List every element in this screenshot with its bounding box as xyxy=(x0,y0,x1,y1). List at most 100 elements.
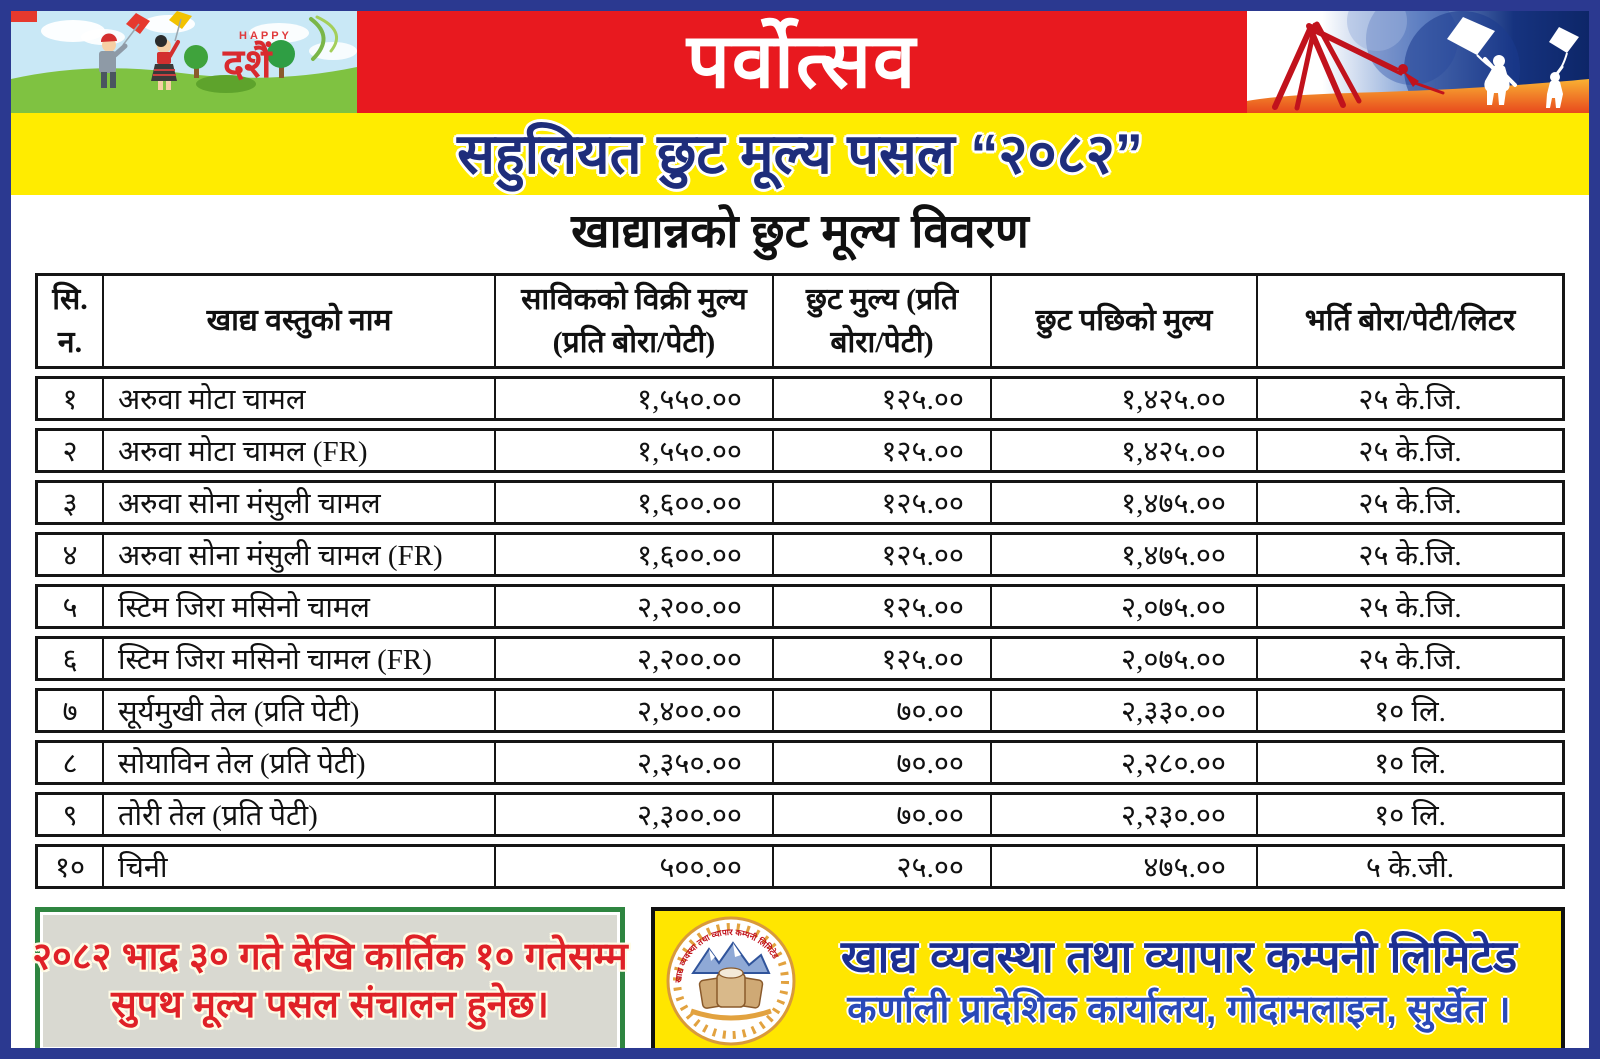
table-cell: २५ के.जि. xyxy=(1358,488,1462,520)
table-cell: २,२८०.०० xyxy=(992,743,1258,782)
table-cell: १२५.०० xyxy=(774,379,992,418)
table-cell: २,३५०.०० xyxy=(496,743,774,782)
section-title-band: खाद्यान्नको छुट मूल्य विवरण xyxy=(11,195,1589,265)
kite-kids-illustration: HAPPY दशैं xyxy=(11,11,357,113)
table-cell: १ xyxy=(38,379,104,418)
organization-text: खाद्य व्यवस्था तथा व्यापार कम्पनी लिमिटे… xyxy=(807,934,1551,1029)
table-row: १० चिनी ५००.०० २५.०० ४७५.०० ५ के.जी. xyxy=(35,844,1565,889)
table-cell: स्टिम जिरा मसिनो चामल (FR) xyxy=(104,639,496,678)
poster-subtitle: सहुलियत छुट मूल्य पसल “२०८२” xyxy=(457,122,1143,185)
table-cell: २५ के.जि. xyxy=(1358,540,1462,572)
top-banner: HAPPY दशैं पर्वोत्सव xyxy=(11,11,1589,113)
table-cell: १० लि. xyxy=(1374,748,1446,780)
table-cell: १,६००.०० xyxy=(496,535,774,574)
table-cell: ७०.०० xyxy=(774,795,992,834)
table-cell: २५ के.जि. xyxy=(1358,384,1462,416)
table-cell: २,३००.०० xyxy=(496,795,774,834)
table-cell: ५ के.जी. xyxy=(1365,852,1455,884)
table-cell: अरुवा सोना मंसुली चामल (FR) xyxy=(104,535,496,574)
table-cell: ७०.०० xyxy=(774,743,992,782)
table-cell: अरुवा सोना मंसुली चामल xyxy=(104,483,496,522)
dashain-swing-illustration-svg xyxy=(1247,11,1589,113)
organization-box: खाद्य व्यवस्था तथा व्यापार कम्पनी लिमिटे… xyxy=(651,907,1565,1048)
price-table: सि. न. खाद्य वस्तुको नाम साविकको विक्री मुल… xyxy=(11,265,1589,889)
table-cell: १,५५०.०० xyxy=(496,431,774,470)
title-banner: पर्वोत्सव xyxy=(357,11,1247,113)
notice-line-2: सुपथ मूल्य पसल संचालन हुनेछ। xyxy=(111,984,549,1026)
table-cell: तोरी तेल (प्रति पेटी) xyxy=(104,795,496,834)
table-row: ५ स्टिम जिरा मसिनो चामल २,२००.०० १२५.०० २,०७… xyxy=(35,584,1565,629)
table-cell: २५ के.जि. xyxy=(1358,436,1462,468)
dashain-swing-illustration xyxy=(1247,11,1589,113)
table-cell: २,२००.०० xyxy=(496,587,774,626)
table-cell: २,०७५.०० xyxy=(992,639,1258,678)
column-header: खाद्य वस्तुको नाम xyxy=(104,276,496,366)
table-cell: ९ xyxy=(38,795,104,834)
company-logo-svg: खाद्य व्यवस्था तथा व्यापार कम्पनी लिमिटे… xyxy=(666,916,796,1046)
table-cell: २ xyxy=(38,431,104,470)
table-cell: १,४७५.०० xyxy=(992,483,1258,522)
table-row: ६ स्टिम जिरा मसिनो चामल (FR) २,२००.०० १२५.०… xyxy=(35,636,1565,681)
organization-address: कर्णाली प्रादेशिक कार्यालय, गोदामलाइन, स… xyxy=(847,988,1511,1031)
table-cell: २,२००.०० xyxy=(496,639,774,678)
table-cell: २५.०० xyxy=(774,847,992,886)
column-header: साविकको विक्री मुल्य (प्रति बोरा/पेटी) xyxy=(496,276,774,366)
operation-notice-box: २०८२ भाद्र ३० गते देखि कार्तिक १० गतेसम्… xyxy=(32,907,628,1048)
table-cell: १२५.०० xyxy=(774,587,992,626)
table-cell: अरुवा मोटा चामल (FR) xyxy=(104,431,496,470)
table-row: ४ अरुवा सोना मंसुली चामल (FR) १,६००.०० १२५.… xyxy=(35,532,1565,577)
table-cell: १,५५०.०० xyxy=(496,379,774,418)
table-cell: १२५.०० xyxy=(774,431,992,470)
table-header-row: सि. न. खाद्य वस्तुको नाम साविकको विक्री मुल… xyxy=(35,273,1565,369)
section-title: खाद्यान्नको छुट मूल्य विवरण xyxy=(571,203,1029,257)
table-cell: ४ xyxy=(38,535,104,574)
column-header: छुट मुल्य (प्रति बोरा/पेटी) xyxy=(774,276,992,366)
table-cell: १२५.०० xyxy=(774,535,992,574)
table-cell: ७ xyxy=(38,691,104,730)
table-cell: अरुवा मोटा चामल xyxy=(104,379,496,418)
column-header: भर्ति बोरा/पेटी/लिटर xyxy=(1304,304,1516,338)
dashain-greeting-small: HAPPY xyxy=(239,30,292,42)
table-cell: २,२३०.०० xyxy=(992,795,1258,834)
column-header: छुट पछिको मुल्य xyxy=(992,276,1258,366)
table-cell: २,३३०.०० xyxy=(992,691,1258,730)
table-cell: ४७५.०० xyxy=(992,847,1258,886)
subtitle-band: सहुलियत छुट मूल्य पसल “२०८२” xyxy=(11,113,1589,195)
bottom-section: २०८२ भाद्र ३० गते देखि कार्तिक १० गतेसम्… xyxy=(11,889,1589,1048)
table-cell: १२५.०० xyxy=(774,639,992,678)
table-cell: १० लि. xyxy=(1374,696,1446,728)
table-cell: २,४००.०० xyxy=(496,691,774,730)
dashain-greeting-big: दशैं xyxy=(222,40,273,86)
table-cell: सूर्यमुखी तेल (प्रति पेटी) xyxy=(104,691,496,730)
table-cell: ७०.०० xyxy=(774,691,992,730)
table-cell: स्टिम जिरा मसिनो चामल xyxy=(104,587,496,626)
table-row: ३ अरुवा सोना मंसुली चामल १,६००.०० १२५.०० १,४… xyxy=(35,480,1565,525)
table-cell: १० लि. xyxy=(1374,800,1446,832)
table-cell: १,४२५.०० xyxy=(992,431,1258,470)
table-cell: २,०७५.०० xyxy=(992,587,1258,626)
table-cell: १२५.०० xyxy=(774,483,992,522)
column-header: सि. न. xyxy=(38,276,104,366)
table-cell: ६ xyxy=(38,639,104,678)
table-cell: २५ के.जि. xyxy=(1358,592,1462,624)
table-row: ९ तोरी तेल (प्रति पेटी) २,३००.०० ७०.०० २,२३०… xyxy=(35,792,1565,837)
table-row: २ अरुवा मोटा चामल (FR) १,५५०.०० १२५.०० १,४२५… xyxy=(35,428,1565,473)
table-cell: सोयाविन तेल (प्रति पेटी) xyxy=(104,743,496,782)
table-cell: १,४७५.०० xyxy=(992,535,1258,574)
table-cell: ५ xyxy=(38,587,104,626)
table-body: १ अरुवा मोटा चामल १,५५०.०० १२५.०० १,४२५.०० २५… xyxy=(35,376,1565,889)
organization-name: खाद्य व्यवस्था तथा व्यापार कम्पनी लिमिटे… xyxy=(840,930,1518,982)
table-cell: १० xyxy=(38,847,104,886)
kite-kids-illustration-svg: HAPPY दशैं xyxy=(11,11,357,113)
table-row: ८ सोयाविन तेल (प्रति पेटी) २,३५०.०० ७०.०० २,… xyxy=(35,740,1565,785)
poster-title: पर्वोत्सव xyxy=(686,19,918,104)
table-cell: ५००.०० xyxy=(496,847,774,886)
notice-line-1: २०८२ भाद्र ३० गते देखि कार्तिक १० गतेसम्… xyxy=(32,936,628,978)
table-row: ७ सूर्यमुखी तेल (प्रति पेटी) २,४००.०० ७०.००… xyxy=(35,688,1565,733)
table-row: १ अरुवा मोटा चामल १,५५०.०० १२५.०० १,४२५.०० २५… xyxy=(35,376,1565,421)
company-logo: खाद्य व्यवस्था तथा व्यापार कम्पनी लिमिटे… xyxy=(665,915,797,1047)
table-cell: २५ के.जि. xyxy=(1358,644,1462,676)
table-cell: ८ xyxy=(38,743,104,782)
table-cell: चिनी xyxy=(104,847,496,886)
